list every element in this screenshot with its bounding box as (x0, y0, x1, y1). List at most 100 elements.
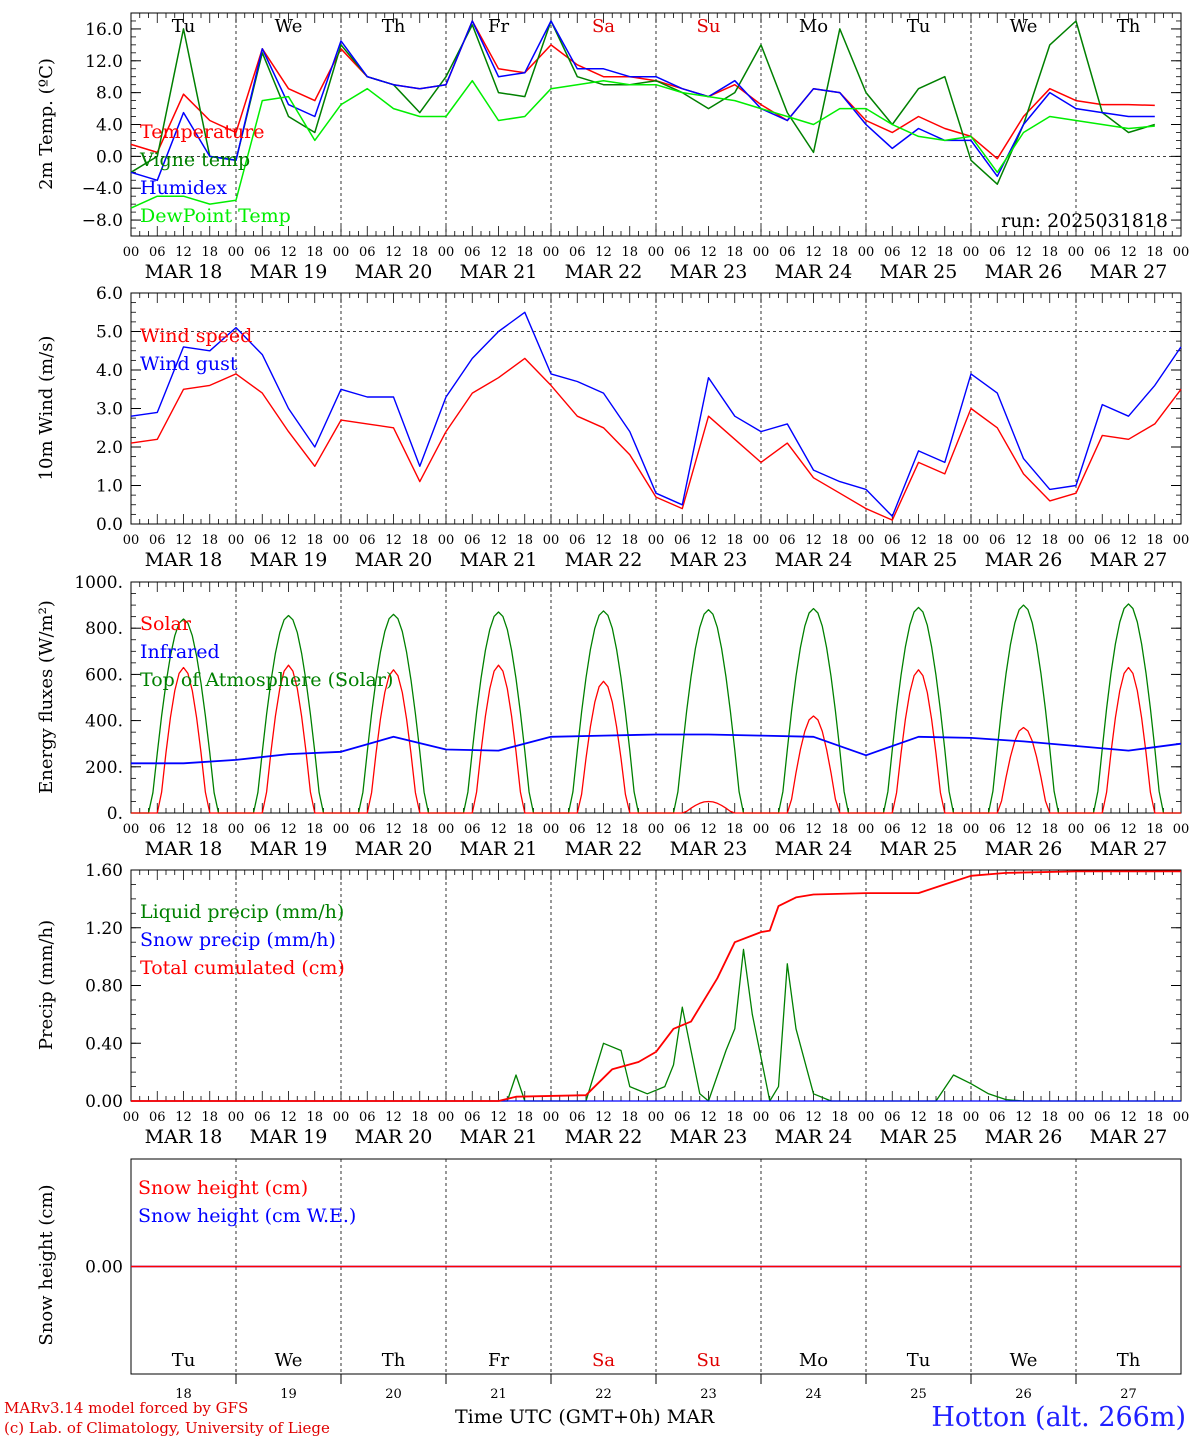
y-tick-label: 200. (85, 758, 123, 778)
hour-tick-label: 00 (858, 245, 875, 260)
series-line (130, 20, 1156, 185)
hour-tick-label: 18 (201, 822, 218, 837)
hour-tick-label: 12 (1120, 1110, 1137, 1125)
y-tick-label: 0.80 (85, 977, 123, 997)
hour-tick-label: 18 (516, 245, 533, 260)
weekday-label: Tu (172, 16, 196, 37)
y-tick-label: 2.0 (96, 438, 123, 458)
day-number: 27 (1120, 1387, 1137, 1402)
y-tick-label: 4.0 (96, 116, 123, 136)
day-label: MAR 20 (355, 1126, 433, 1148)
hour-tick-label: 00 (333, 245, 350, 260)
y-tick-label: 4.0 (96, 361, 123, 381)
day-label: MAR 21 (460, 1126, 538, 1148)
hour-tick-label: 06 (254, 533, 271, 548)
credit-line-1: MARv3.14 model forced by GFS (4, 1399, 249, 1417)
hour-tick-label: 18 (411, 245, 428, 260)
legend-entry: Wind gust (140, 353, 238, 375)
hour-tick-label: 18 (621, 1110, 638, 1125)
hour-tick-label: 18 (1146, 1110, 1163, 1125)
y-axis-label: Precip (mm/h) (36, 920, 57, 1050)
y-tick-label: 3.0 (96, 400, 123, 420)
hour-tick-label: 18 (1041, 533, 1058, 548)
hour-tick-label: 06 (989, 245, 1006, 260)
hour-tick-label: 18 (936, 1110, 953, 1125)
legend-entry: Snow precip (mm/h) (140, 929, 336, 951)
hour-tick-label: 00 (1173, 533, 1190, 548)
day-number: 22 (595, 1387, 612, 1402)
y-tick-label: −4.0 (82, 179, 123, 199)
hour-tick-label: 12 (385, 245, 402, 260)
hour-tick-label: 18 (201, 1110, 218, 1125)
hour-tick-label: 12 (1015, 1110, 1032, 1125)
legend-entry: DewPoint Temp (140, 205, 291, 227)
hour-tick-label: 00 (1173, 245, 1190, 260)
hour-tick-label: 12 (1015, 245, 1032, 260)
hour-tick-label: 00 (228, 533, 245, 548)
weekday-label: Tu (907, 1350, 931, 1371)
hour-tick-label: 06 (464, 533, 481, 548)
day-label: MAR 24 (775, 1126, 853, 1148)
hour-tick-label: 12 (910, 245, 927, 260)
hour-tick-label: 18 (936, 245, 953, 260)
weekday-label: Mo (799, 16, 828, 37)
legend-entry: Wind speed (140, 325, 252, 347)
weekday-label: Mo (799, 1350, 828, 1371)
hour-tick-label: 00 (648, 822, 665, 837)
hour-tick-label: 06 (989, 822, 1006, 837)
hour-tick-label: 06 (1094, 245, 1111, 260)
day-label: MAR 22 (565, 549, 643, 571)
weekday-label: Su (697, 1350, 721, 1371)
day-label: MAR 21 (460, 261, 538, 283)
hour-tick-label: 18 (831, 1110, 848, 1125)
hour-tick-label: 06 (149, 822, 166, 837)
hour-tick-label: 06 (149, 1110, 166, 1125)
hour-tick-label: 00 (963, 1110, 980, 1125)
hour-tick-label: 18 (306, 1110, 323, 1125)
hour-tick-label: 00 (1068, 245, 1085, 260)
y-tick-label: 1.60 (85, 861, 123, 881)
hour-tick-label: 00 (228, 822, 245, 837)
hour-tick-label: 18 (1041, 822, 1058, 837)
hour-tick-label: 06 (569, 245, 586, 260)
hour-tick-label: 12 (280, 822, 297, 837)
hour-tick-label: 06 (989, 533, 1006, 548)
hour-tick-label: 06 (884, 533, 901, 548)
hour-tick-label: 00 (1068, 1110, 1085, 1125)
x-axis-title-text: Time UTC (GMT+0h) (455, 1406, 661, 1428)
hour-tick-label: 06 (464, 1110, 481, 1125)
hour-tick-label: 00 (753, 1110, 770, 1125)
hour-tick-label: 12 (490, 822, 507, 837)
y-tick-label: 0.00 (85, 1258, 123, 1278)
hour-tick-label: 06 (569, 1110, 586, 1125)
hour-tick-label: 06 (884, 1110, 901, 1125)
hour-tick-label: 00 (333, 533, 350, 548)
day-label: MAR 27 (1090, 1126, 1168, 1148)
weekday-label: Sa (592, 1350, 615, 1371)
hour-tick-label: 18 (936, 533, 953, 548)
day-label: MAR 19 (250, 261, 328, 283)
hour-tick-label: 06 (254, 1110, 271, 1125)
day-label: MAR 18 (145, 261, 223, 283)
hour-tick-label: 12 (700, 245, 717, 260)
station-name: Hotton (alt. 266m) (931, 1402, 1186, 1433)
series-line (131, 948, 1181, 1102)
hour-tick-label: 18 (411, 533, 428, 548)
hour-tick-label: 06 (1094, 822, 1111, 837)
y-axis-label: 2m Temp. (ºC) (36, 58, 57, 190)
hour-tick-label: 00 (753, 245, 770, 260)
hour-tick-label: 00 (648, 1110, 665, 1125)
day-number: 19 (280, 1387, 297, 1402)
legend-entry: Snow height (cm W.E.) (138, 1205, 356, 1227)
day-label: MAR 22 (565, 838, 643, 860)
day-label: MAR 26 (985, 1126, 1063, 1148)
hour-tick-label: 06 (359, 822, 376, 837)
y-tick-label: 800. (85, 619, 123, 639)
day-number: 26 (1015, 1387, 1032, 1402)
hour-tick-label: 06 (674, 245, 691, 260)
hour-tick-label: 00 (333, 1110, 350, 1125)
weekday-label: Th (382, 16, 406, 37)
day-label: MAR 18 (145, 549, 223, 571)
x-axis-title: Time UTC (GMT+0h) MAR (455, 1406, 714, 1428)
hour-tick-label: 12 (175, 1110, 192, 1125)
